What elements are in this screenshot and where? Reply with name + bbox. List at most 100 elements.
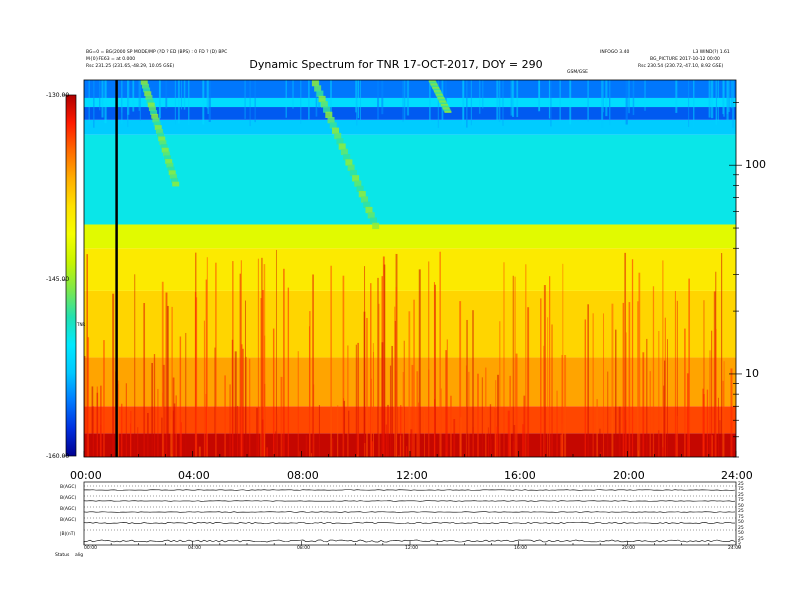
burst-segment bbox=[365, 206, 373, 214]
spectrum-streak bbox=[347, 345, 349, 457]
burst-segment bbox=[433, 89, 441, 92]
burst-segment bbox=[361, 196, 369, 203]
spectrum-streak bbox=[637, 450, 639, 457]
burst-segment bbox=[164, 155, 172, 161]
spectrum-streak bbox=[287, 287, 290, 457]
spectrum-streak bbox=[722, 380, 724, 457]
spectrum-streak bbox=[413, 299, 415, 457]
spectrum-streak bbox=[133, 434, 135, 457]
spectrum-streak bbox=[86, 254, 88, 457]
burst-segment bbox=[443, 109, 451, 112]
burst-segment bbox=[354, 180, 362, 187]
spectrum-streak bbox=[587, 304, 589, 457]
spectrum-streak bbox=[172, 377, 175, 457]
spectrum-streak bbox=[507, 410, 510, 457]
spectrum-streak bbox=[721, 253, 723, 457]
spectrum-streak bbox=[470, 80, 472, 126]
spectrum-streak bbox=[584, 319, 587, 457]
spectrum-streak bbox=[157, 388, 159, 457]
spectrum-streak bbox=[666, 339, 668, 457]
spectrum-streak bbox=[249, 358, 251, 457]
spectrum-streak bbox=[674, 290, 676, 457]
spectrum-streak bbox=[417, 402, 420, 457]
chart-title: Dynamic Spectrum for TNR 17-OCT-2017, DO… bbox=[249, 58, 543, 71]
burst-segment bbox=[439, 100, 447, 103]
spectrum-streak bbox=[496, 80, 499, 124]
spectrum-streak bbox=[347, 410, 350, 457]
spectrum-band bbox=[84, 134, 736, 225]
spectrum-streak bbox=[372, 343, 374, 457]
spectrum-streak bbox=[709, 350, 711, 457]
spectrum-streak bbox=[242, 348, 244, 457]
header-picture-date: BG_PICTURE 2017-10-12 00:00 bbox=[650, 57, 720, 62]
spectrum-streak bbox=[383, 264, 386, 457]
panel-x-tick: 12:00 bbox=[405, 546, 418, 551]
burst-segment bbox=[431, 85, 439, 88]
spectrum-streak bbox=[675, 80, 678, 113]
burst-segment bbox=[329, 122, 337, 129]
spectrum-streak bbox=[310, 453, 313, 457]
burst-segment bbox=[155, 128, 163, 134]
spectrum-streak bbox=[468, 371, 470, 457]
spectrum-streak bbox=[359, 80, 361, 121]
spectrum-streak bbox=[266, 447, 269, 457]
burst-segment bbox=[441, 105, 449, 108]
spectrum-streak bbox=[272, 328, 275, 457]
spectrum-streak bbox=[727, 80, 731, 113]
spectrum-streak bbox=[239, 273, 241, 457]
spectrum-streak bbox=[198, 446, 201, 457]
spectrum-streak bbox=[292, 80, 294, 109]
burst-segment bbox=[148, 106, 156, 112]
spectrum-streak bbox=[686, 373, 689, 457]
spectrum-streak bbox=[312, 274, 314, 457]
spectrum-streak bbox=[684, 328, 686, 457]
spectrum-band bbox=[84, 248, 736, 291]
burst-segment bbox=[167, 166, 175, 172]
spectrum-streak bbox=[159, 80, 161, 119]
spectrum-streak bbox=[599, 428, 601, 457]
panel-row-label: |B|(nT) bbox=[60, 532, 76, 537]
spectrum-streak bbox=[92, 406, 94, 457]
spectrum-streak bbox=[370, 378, 373, 457]
spectrum-streak bbox=[550, 80, 552, 127]
spectrum-band bbox=[84, 224, 736, 249]
spectrum-streak bbox=[377, 277, 379, 457]
spectrum-streak bbox=[513, 425, 516, 457]
spectrum-streak bbox=[489, 404, 492, 457]
spectrum-streak bbox=[559, 80, 561, 122]
spectrum-streak bbox=[730, 368, 733, 457]
spectrum-streak bbox=[280, 376, 283, 457]
spectrum-streak bbox=[151, 362, 154, 457]
spectrum-streak bbox=[101, 80, 104, 118]
spectrum-streak bbox=[365, 317, 368, 457]
spectrum-streak bbox=[357, 433, 359, 457]
spectrum-streak bbox=[434, 284, 437, 457]
spectrum-streak bbox=[206, 80, 209, 109]
spectrum-streak bbox=[510, 80, 513, 116]
spectrum-streak bbox=[389, 365, 392, 457]
spectrum-streak bbox=[564, 354, 567, 457]
spectrum-streak bbox=[609, 80, 611, 121]
spectrum-streak bbox=[523, 395, 526, 457]
burst-segment bbox=[332, 127, 340, 134]
spectrum-streak bbox=[403, 340, 405, 457]
spectrum-streak bbox=[364, 266, 366, 457]
spectrum-streak bbox=[664, 317, 666, 457]
spectrum-band bbox=[84, 119, 736, 135]
panel-row-label: B(AGC) bbox=[60, 518, 77, 523]
spectrum-streak bbox=[385, 424, 388, 457]
x-tick-label: 08:00 bbox=[287, 469, 319, 482]
panel-x-tick: 04:00 bbox=[188, 546, 201, 551]
burst-segment bbox=[438, 98, 446, 101]
spectrum-streak bbox=[732, 80, 735, 128]
spectrum-streak bbox=[642, 352, 645, 457]
spectrum-streak bbox=[305, 435, 308, 457]
panel-x-tick: 00:00 bbox=[84, 546, 97, 551]
burst-segment bbox=[169, 174, 177, 179]
burst-segment bbox=[314, 85, 322, 92]
spectrum-streak bbox=[245, 356, 247, 457]
spectrum-streak bbox=[428, 261, 430, 457]
spectrum-streak bbox=[240, 344, 243, 457]
burst-segment bbox=[334, 132, 342, 140]
spectrum-heatmap bbox=[84, 80, 736, 457]
